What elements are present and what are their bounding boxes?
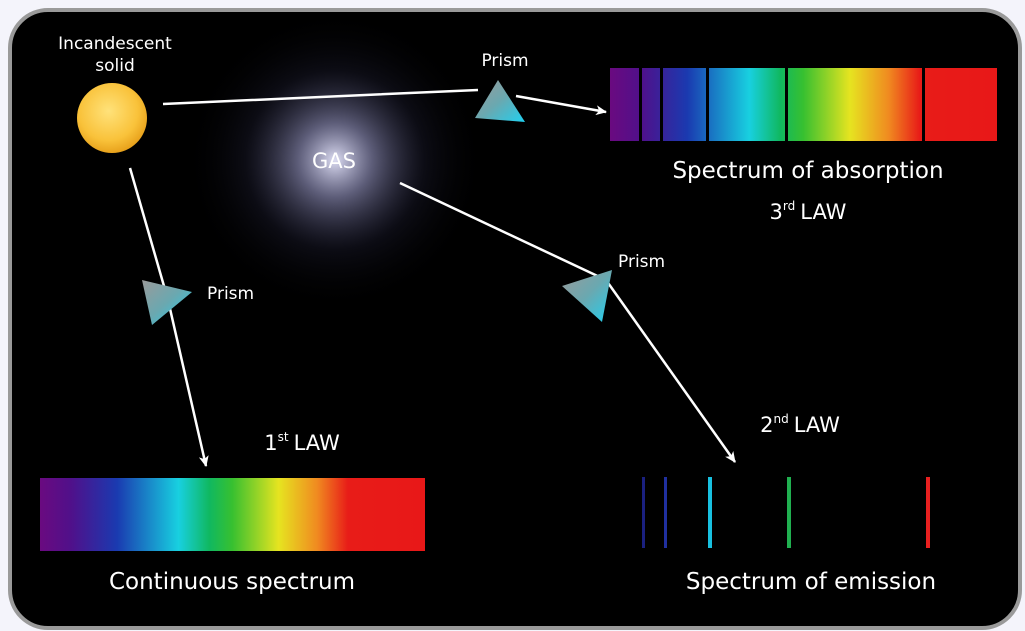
prism-label: Prism — [207, 284, 254, 304]
absorption-caption: Spectrum of absorption — [672, 158, 943, 184]
incandescent-solid — [77, 83, 147, 153]
emission-line — [664, 477, 667, 548]
prism-label: Prism — [618, 252, 665, 272]
emission-line — [642, 477, 645, 548]
absorption-line — [706, 68, 709, 141]
source-label: Incandescent — [58, 34, 172, 54]
emission-line — [787, 477, 791, 548]
law-number: 2 — [760, 413, 773, 437]
law-label: 2nd LAW — [760, 412, 840, 437]
prism — [562, 270, 612, 322]
law-text: LAW — [800, 200, 846, 224]
gas-label: GAS — [312, 149, 356, 173]
absorption-spectrum — [610, 68, 997, 141]
continuous-spectrum — [40, 478, 425, 551]
arrow-absorption — [162, 88, 606, 112]
law-text: LAW — [794, 413, 840, 437]
continuous-caption: Continuous spectrum — [109, 569, 355, 595]
law-label: 3rd LAW — [770, 199, 847, 224]
law-number: 3 — [770, 200, 783, 224]
emission-line — [926, 477, 930, 548]
emission-caption: Spectrum of emission — [686, 569, 936, 595]
prism — [142, 280, 192, 325]
absorption-line — [660, 68, 663, 141]
gas-glow — [185, 10, 485, 310]
law-text: LAW — [294, 431, 340, 455]
law-number: 1 — [264, 431, 277, 455]
absorption-lines — [639, 68, 925, 141]
law-suffix: st — [278, 430, 289, 444]
absorption-line — [785, 68, 788, 141]
source-label: solid — [95, 56, 135, 76]
emission-lines — [642, 477, 930, 548]
law-suffix: rd — [783, 199, 795, 213]
absorption-line — [639, 68, 642, 141]
prism-label: Prism — [481, 51, 528, 71]
absorption-line — [922, 68, 925, 141]
prism — [475, 80, 525, 122]
law-suffix: nd — [773, 412, 788, 426]
emission-line — [708, 477, 712, 548]
law-label: 1st LAW — [264, 430, 340, 455]
